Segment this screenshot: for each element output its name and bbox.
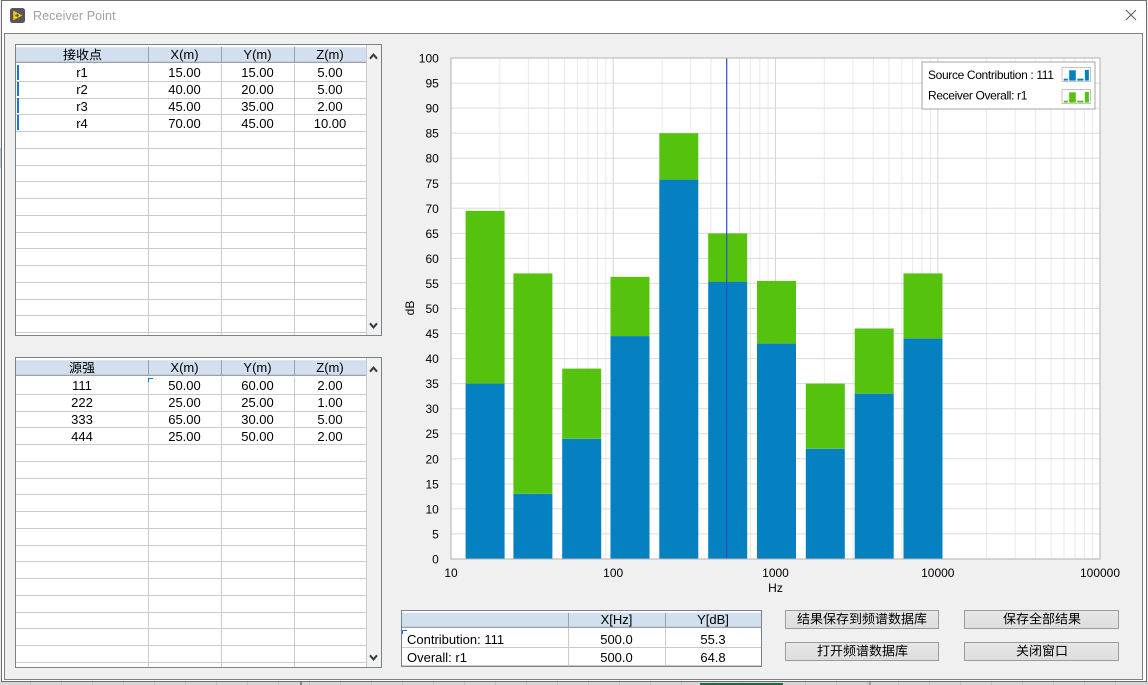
svg-text:45: 45: [425, 327, 439, 341]
svg-text:55: 55: [425, 277, 439, 291]
svg-text:70: 70: [425, 202, 439, 216]
svg-text:80: 80: [425, 152, 439, 166]
svg-text:25: 25: [425, 427, 439, 441]
svg-text:20: 20: [425, 452, 439, 466]
svg-text:35: 35: [425, 377, 439, 391]
svg-text:0: 0: [432, 553, 439, 567]
svg-text:40: 40: [425, 352, 439, 366]
svg-text:1000: 1000: [762, 566, 789, 580]
svg-text:Hz: Hz: [768, 581, 783, 595]
svg-text:Source Contribution : 111: Source Contribution : 111: [928, 68, 1054, 82]
svg-text:90: 90: [425, 102, 439, 116]
svg-text:15: 15: [425, 477, 439, 491]
svg-text:95: 95: [425, 77, 439, 91]
svg-text:Receiver Overall: r1: Receiver Overall: r1: [928, 89, 1028, 103]
svg-text:100: 100: [603, 566, 623, 580]
svg-text:100: 100: [419, 52, 439, 66]
svg-text:10: 10: [444, 566, 458, 580]
svg-text:65: 65: [425, 227, 439, 241]
svg-text:50: 50: [425, 302, 439, 316]
svg-text:dB: dB: [403, 301, 417, 316]
svg-text:85: 85: [425, 127, 439, 141]
svg-text:10: 10: [425, 502, 439, 516]
svg-text:5: 5: [432, 527, 439, 541]
svg-text:60: 60: [425, 252, 439, 266]
svg-text:30: 30: [425, 402, 439, 416]
svg-text:100000: 100000: [1080, 566, 1120, 580]
svg-text:10000: 10000: [921, 566, 955, 580]
svg-text:75: 75: [425, 177, 439, 191]
